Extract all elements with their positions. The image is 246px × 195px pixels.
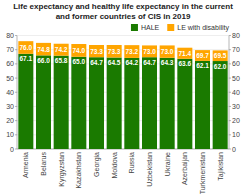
chart: Life expectancy and healthy life expecta… — [0, 0, 246, 195]
grid-line — [17, 35, 229, 36]
bar — [54, 56, 69, 149]
category-label: Tajikistan — [217, 152, 225, 181]
data-label: 63.6 — [179, 60, 192, 67]
data-label: 74.8 — [37, 46, 50, 53]
background — [0, 0, 246, 195]
axes: 0 10 20 30 40 50 60 70 80 0 10 20 30 40 50 60 70 80 — [6, 32, 240, 153]
data-label: 74.0 — [73, 47, 86, 54]
bar — [107, 57, 122, 149]
bar — [195, 50, 210, 61]
data-label: 64.7 — [90, 59, 103, 66]
category-label: Georgia — [93, 152, 101, 177]
data-label: 64.2 — [126, 59, 139, 66]
category-label: Turkmenistan — [199, 152, 206, 194]
data-label: 65.0 — [73, 58, 86, 65]
data-label: 69.5 — [214, 52, 227, 59]
bar — [124, 45, 139, 58]
data-label: 62.0 — [214, 63, 227, 70]
bar — [160, 58, 175, 149]
category-label: Ukraine — [164, 152, 171, 176]
tick-label: 70 — [232, 46, 240, 53]
bar — [177, 48, 192, 59]
axis-line — [17, 36, 18, 150]
tick-label: 30 — [6, 103, 14, 110]
tick-label: 50 — [6, 75, 14, 82]
data-label: 67.1 — [20, 55, 33, 62]
legend-swatch — [167, 24, 174, 31]
data-labels: 67.1 66.0 65.8 65.0 64.7 64.5 64.2 64.7 64.3 63.6… — [20, 44, 227, 70]
title-line: and former countries of CIS in 2019 — [56, 12, 191, 21]
bar — [142, 57, 157, 149]
bar — [213, 50, 228, 61]
data-label: 69.7 — [196, 52, 209, 59]
category-label: Moldova — [111, 152, 118, 179]
tick-label: 70 — [6, 46, 14, 53]
data-label: 73.3 — [90, 48, 103, 55]
series — [18, 54, 227, 149]
bar — [36, 55, 51, 149]
grid — [17, 36, 229, 150]
legend-label: LE with disability — [177, 24, 229, 32]
bar — [195, 61, 210, 149]
axis-line — [229, 36, 230, 150]
bar — [36, 43, 51, 55]
legend-item: HALE — [131, 24, 160, 31]
legend-label: HALE — [141, 24, 160, 31]
bar — [177, 59, 192, 149]
legend: HALE LE with disability — [131, 24, 230, 32]
category-label: Russia — [128, 152, 135, 174]
tick-label: 0 — [232, 146, 236, 153]
bar — [18, 41, 33, 54]
category-label: Belarus — [40, 152, 47, 176]
legend-swatch — [131, 24, 138, 31]
data-label: 73.2 — [126, 48, 139, 55]
category-label: Kyrgyzstan — [58, 152, 66, 187]
data-label: 71.4 — [179, 50, 192, 57]
tick-label: 20 — [232, 117, 240, 124]
tick-label: 60 — [232, 60, 240, 67]
bar — [89, 45, 104, 57]
tick-label: 40 — [6, 89, 14, 96]
data-label: 65.8 — [55, 57, 68, 64]
bar — [71, 44, 86, 57]
bar — [71, 57, 86, 149]
tick-label: 60 — [6, 60, 14, 67]
data-label: 64.5 — [108, 59, 121, 66]
bar — [54, 44, 69, 56]
tick-label: 40 — [232, 89, 240, 96]
category-label: Uzbekistan — [146, 152, 153, 187]
tick-label: 10 — [6, 131, 14, 138]
data-label: 62.1 — [196, 62, 209, 69]
data-label: 64.7 — [143, 59, 156, 66]
bars — [18, 41, 227, 149]
bar — [160, 45, 175, 57]
legend-item: LE with disability — [167, 24, 229, 32]
data-label: 73.3 — [108, 48, 121, 55]
data-label: 73.0 — [143, 48, 156, 55]
tick-label: 80 — [232, 32, 240, 39]
bar — [142, 45, 157, 57]
data-label: 64.3 — [161, 59, 174, 66]
tick-label: 80 — [6, 32, 14, 39]
x-labels: Armenia Belarus Kyrgyzstan Kazakhstan Georgi… — [22, 152, 224, 195]
tick-label: 50 — [232, 75, 240, 82]
bar — [18, 54, 33, 149]
title: Life expectancy and healthy life expecta… — [13, 2, 233, 21]
data-label: 74.2 — [55, 46, 68, 53]
category-label: Armenia — [22, 152, 29, 178]
data-label: 66.0 — [37, 57, 50, 64]
data-label: 73.0 — [161, 48, 174, 55]
bar — [89, 57, 104, 149]
tick-label: 10 — [232, 131, 240, 138]
tick-label: 0 — [10, 146, 14, 153]
bar — [213, 61, 228, 149]
category-label: Kazakhstan — [75, 152, 82, 189]
bar — [124, 58, 139, 149]
data-label: 76.0 — [20, 44, 33, 51]
category-label: Azerbaijan — [181, 152, 189, 185]
tick-label: 20 — [6, 117, 14, 124]
tick-label: 30 — [232, 103, 240, 110]
title-line: Life expectancy and healthy life expecta… — [13, 2, 233, 11]
bar — [107, 45, 122, 57]
